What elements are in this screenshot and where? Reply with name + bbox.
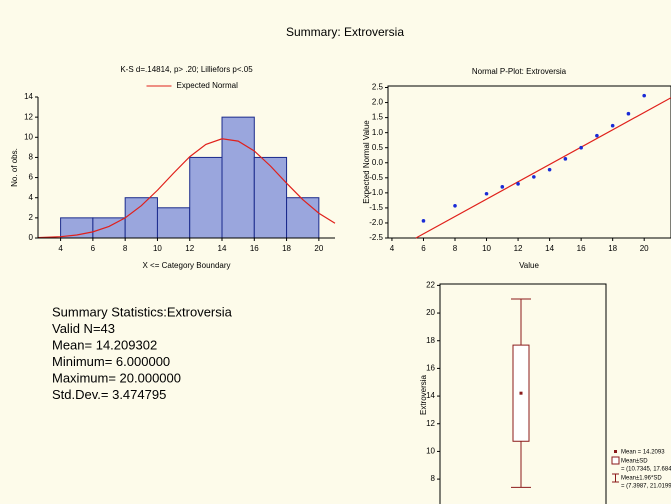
bar (189, 156, 223, 239)
legend-mean-icon (614, 450, 617, 453)
bar (221, 116, 255, 239)
y-tick-label: 12 (24, 112, 33, 121)
x-axis-label: X <= Category Boundary (142, 261, 230, 270)
chart-title: Normal P-Plot: Extroversia (472, 67, 567, 76)
bar (124, 197, 158, 239)
point (500, 185, 505, 189)
y-tick-label: -2.0 (369, 218, 383, 227)
x-tick-label: 6 (91, 244, 96, 253)
point (453, 203, 457, 208)
y-tick-label: 20 (426, 308, 435, 317)
legend-label: Expected Normal (177, 81, 239, 90)
y-tick-label: 6 (29, 173, 34, 182)
point (532, 175, 536, 179)
y-tick-label: 2.0 (372, 98, 384, 107)
x-tick-label: 6 (421, 244, 426, 253)
x-tick-label: 20 (314, 244, 323, 253)
legend-label: = (10.7345, 17.6841) (621, 467, 671, 473)
point (579, 145, 583, 150)
y-axis-label: Expected Normal Value (362, 120, 371, 204)
y-tick-label: 8 (431, 474, 436, 483)
x-tick-label: 18 (282, 244, 291, 253)
point (421, 219, 426, 223)
x-tick-label: 4 (390, 244, 395, 253)
point (516, 182, 520, 186)
y-tick-label: 1.5 (372, 113, 384, 122)
y-tick-label: 22 (426, 280, 435, 289)
legend-label: = (7.3987, 21.0199) (621, 484, 671, 490)
y-tick-label: 12 (426, 419, 435, 428)
summary-line: Maximum= 20.000000 (52, 370, 181, 385)
x-tick-label: 8 (123, 244, 128, 253)
y-tick-label: -1.0 (369, 188, 383, 197)
point (642, 93, 646, 98)
y-tick-label: 16 (426, 364, 435, 373)
point (563, 157, 568, 161)
y-tick-label: 0 (29, 233, 34, 242)
y-tick-label: -0.5 (369, 173, 383, 182)
plot-frame (439, 283, 607, 504)
x-tick-label: 12 (514, 244, 523, 253)
y-axis-label: No. of obs. (10, 148, 19, 187)
y-tick-label: -2.5 (369, 233, 383, 242)
x-tick-label: 12 (185, 244, 194, 253)
x-tick-label: 14 (218, 244, 227, 253)
chart-title: K-S d=.14814, p> .20; Lilliefors p<.05 (120, 65, 253, 74)
page-title: Summary: Extroversia (286, 25, 404, 39)
x-tick-label: 10 (153, 244, 162, 253)
summary-line: Valid N=43 (52, 321, 115, 336)
point (595, 133, 599, 138)
point (484, 191, 489, 196)
y-tick-label: 8 (29, 153, 34, 162)
x-tick-label: 16 (577, 244, 586, 253)
y-tick-label: 0.0 (372, 158, 384, 167)
y-tick-label: 2 (29, 213, 34, 222)
point (626, 111, 631, 116)
legend-box-icon (611, 456, 620, 465)
y-tick-label: 4 (29, 193, 34, 202)
legend-label: Mean = 14.2093 (621, 450, 665, 456)
x-tick-label: 4 (58, 244, 63, 253)
bar (156, 207, 191, 239)
plot-frame (387, 85, 671, 239)
bar (286, 197, 320, 239)
fit-line (415, 97, 671, 239)
y-tick-label: 14 (24, 92, 33, 101)
y-tick-label: 18 (426, 336, 435, 345)
mean-point (519, 391, 523, 395)
summary-line: Summary Statistics:Extroversia (52, 304, 233, 319)
y-tick-label: 14 (426, 391, 435, 400)
legend-whisker-icon (612, 473, 619, 483)
y-tick-label: 1.0 (372, 128, 384, 137)
bar (253, 156, 288, 239)
summary-line: Std.Dev.= 3.474795 (52, 387, 166, 402)
legend-label: Mean±1.96*SD (621, 476, 662, 482)
x-axis-label: Value (519, 261, 539, 270)
x-tick-label: 8 (453, 244, 458, 253)
point (547, 167, 552, 172)
x-tick-label: 14 (545, 244, 554, 253)
x-tick-label: 16 (250, 244, 259, 253)
point (610, 123, 615, 128)
normal-curve (37, 138, 336, 239)
x-tick-label: 18 (608, 244, 617, 253)
summary-line: Mean= 14.209302 (52, 337, 157, 352)
x-tick-label: 20 (640, 244, 649, 253)
y-tick-label: 10 (24, 132, 33, 141)
y-tick-label: -1.5 (369, 203, 383, 212)
y-tick-label: 0.5 (372, 143, 384, 152)
y-tick-label: 2.5 (372, 83, 384, 92)
summary-line: Minimum= 6.000000 (52, 354, 170, 369)
legend-label: Mean±SD (621, 459, 648, 465)
x-tick-label: 10 (482, 244, 491, 253)
y-axis-label: Extroversia (419, 374, 428, 415)
y-tick-label: 10 (426, 447, 435, 456)
